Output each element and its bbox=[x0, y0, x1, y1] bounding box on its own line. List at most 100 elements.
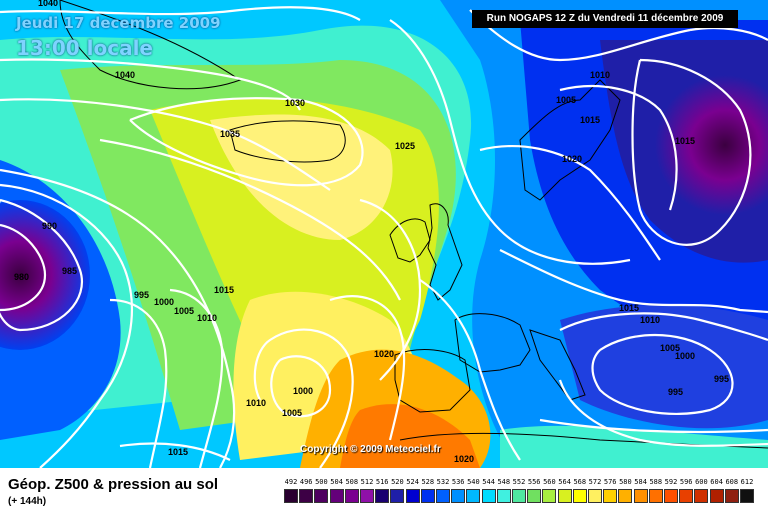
map-footer: Géop. Z500 & pression au sol (+ 144h) 49… bbox=[0, 468, 768, 512]
isobar-label: 1020 bbox=[562, 154, 582, 164]
isobar-label: 1015 bbox=[168, 447, 188, 457]
legend-value: 496 bbox=[299, 478, 313, 486]
legend-value: 520 bbox=[391, 478, 404, 486]
legend-swatch bbox=[633, 489, 648, 503]
isobar-label: 995 bbox=[134, 290, 149, 300]
isobar-label: 990 bbox=[42, 221, 57, 231]
legend-value: 504 bbox=[330, 478, 343, 486]
isobar-label: 1040 bbox=[115, 70, 135, 80]
legend-swatch bbox=[542, 489, 557, 503]
legend-swatch bbox=[436, 489, 450, 503]
isobar-label: 1000 bbox=[293, 386, 313, 396]
coastline-north-africa bbox=[399, 432, 768, 449]
isobar-label: 1015 bbox=[580, 115, 600, 125]
legend-value: 508 bbox=[345, 478, 359, 486]
isobar-label: 1040 bbox=[38, 0, 58, 8]
legend-value: 500 bbox=[315, 478, 328, 486]
forecast-lead-time: (+ 144h) bbox=[8, 496, 47, 507]
legend-swatch bbox=[572, 489, 587, 503]
legend-value: 544 bbox=[482, 478, 495, 486]
map-title: Géop. Z500 & pression au sol bbox=[8, 476, 219, 493]
isobar-label: 1020 bbox=[374, 349, 394, 359]
legend-swatch bbox=[375, 489, 390, 503]
isobar-label: 1010 bbox=[246, 398, 266, 408]
legend-swatch bbox=[527, 489, 542, 503]
isobar-label: 995 bbox=[668, 387, 683, 397]
legend-swatch bbox=[481, 489, 496, 503]
legend-swatch bbox=[557, 489, 572, 503]
isobar-label: 1015 bbox=[214, 285, 234, 295]
legend-value: 572 bbox=[588, 478, 602, 486]
legend-value: 604 bbox=[710, 478, 723, 486]
isobar-label: 1035 bbox=[220, 129, 240, 139]
isobar-label: 980 bbox=[14, 272, 29, 282]
legend-swatch bbox=[420, 489, 435, 503]
legend-swatch bbox=[694, 489, 709, 503]
coastline-britain bbox=[427, 203, 463, 301]
isobar-label: 1005 bbox=[660, 343, 680, 353]
isobar-label: 1010 bbox=[590, 70, 610, 80]
coastline-scandinavia bbox=[519, 79, 621, 201]
legend-value: 588 bbox=[649, 478, 663, 486]
legend-value: 548 bbox=[497, 478, 511, 486]
legend-value: 600 bbox=[695, 478, 708, 486]
isobar-label: 985 bbox=[62, 266, 77, 276]
isobar-label: 1030 bbox=[285, 98, 305, 108]
zone-yellow-high bbox=[210, 114, 393, 240]
legend-swatch bbox=[588, 489, 602, 503]
legend-swatch bbox=[679, 489, 694, 503]
legend-swatch bbox=[284, 489, 298, 503]
legend-swatch bbox=[451, 489, 466, 503]
copyright-notice: Copyright © 2009 Meteociel.fr bbox=[300, 444, 441, 455]
isobar-label: 1005 bbox=[282, 408, 302, 418]
legend-swatch bbox=[390, 489, 405, 503]
legend-swatch bbox=[740, 489, 754, 503]
legend-value: 592 bbox=[664, 478, 678, 486]
map-canvas: 1040 1040 1030 1035 1025 1010 1005 1015 … bbox=[0, 0, 768, 468]
isobar-label: 995 bbox=[714, 374, 729, 384]
legend-swatch bbox=[724, 489, 739, 503]
isobar-label: 1000 bbox=[675, 351, 695, 361]
legend-value: 492 bbox=[284, 478, 298, 486]
legend-value: 532 bbox=[436, 478, 450, 486]
legend-value: 612 bbox=[740, 478, 754, 486]
legend-value: 516 bbox=[375, 478, 389, 486]
weather-map: 1040 1040 1030 1035 1025 1010 1005 1015 … bbox=[0, 0, 768, 468]
legend-value: 608 bbox=[725, 478, 739, 486]
legend-swatch bbox=[709, 489, 724, 503]
legend-swatch bbox=[603, 489, 618, 503]
legend-value: 584 bbox=[634, 478, 647, 486]
legend-swatch bbox=[299, 489, 314, 503]
legend-value: 568 bbox=[573, 478, 587, 486]
isobar-label: 1015 bbox=[619, 303, 639, 313]
legend-value: 596 bbox=[679, 478, 693, 486]
legend-swatch bbox=[466, 489, 481, 503]
legend-swatch bbox=[496, 489, 511, 503]
legend-value: 540 bbox=[467, 478, 480, 486]
legend-value: 560 bbox=[543, 478, 556, 486]
legend-value: 536 bbox=[451, 478, 465, 486]
legend-value: 524 bbox=[406, 478, 419, 486]
coastline-italy bbox=[529, 329, 586, 401]
legend-swatch bbox=[648, 489, 663, 503]
legend-value: 552 bbox=[512, 478, 526, 486]
legend-value: 528 bbox=[421, 478, 435, 486]
legend-swatch bbox=[360, 489, 374, 503]
legend-swatch bbox=[618, 489, 633, 503]
legend-value: 564 bbox=[558, 478, 571, 486]
zone-cyan-south bbox=[500, 425, 768, 468]
model-run-label: Run NOGAPS 12 Z du Vendredi 11 décembre … bbox=[472, 10, 738, 28]
isobar-label: 1005 bbox=[556, 95, 576, 105]
isobar-label: 1005 bbox=[174, 306, 194, 316]
zone-orange-deep bbox=[340, 404, 480, 468]
isobar-label: 1015 bbox=[675, 136, 695, 146]
legend-swatch bbox=[405, 489, 420, 503]
legend-swatch bbox=[512, 489, 526, 503]
isobar-label: 1020 bbox=[454, 454, 474, 464]
legend-swatch bbox=[329, 489, 344, 503]
coastline-iceland bbox=[229, 120, 346, 163]
forecast-date: Jeudi 17 decembre 2009 bbox=[16, 14, 221, 32]
coastline-iberia bbox=[394, 349, 471, 413]
legend-value: 512 bbox=[360, 478, 374, 486]
legend-value: 556 bbox=[527, 478, 541, 486]
